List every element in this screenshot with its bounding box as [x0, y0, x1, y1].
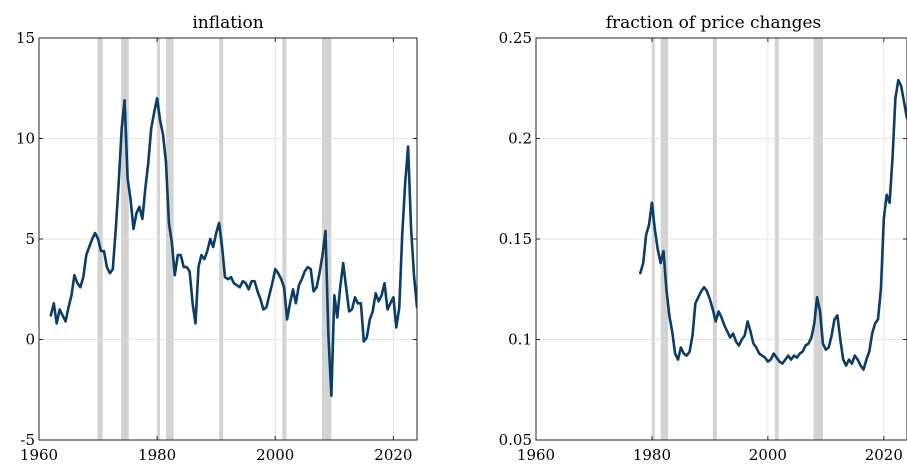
- y-tick-label: 0.25: [499, 29, 532, 47]
- gridlines: [38, 37, 417, 441]
- chart-title: inflation: [192, 13, 263, 33]
- tick-marks: [38, 37, 417, 441]
- y-tick-label: 10: [16, 130, 35, 148]
- inflation-panel: 1960 1980 2000 2020 -5 0 5 10 15 inflation: [16, 13, 418, 464]
- y-tick-label: 0.2: [508, 130, 532, 148]
- y-tick-label: 15: [16, 29, 35, 47]
- x-tick-label: 2020: [865, 446, 903, 464]
- tick-marks: [535, 37, 907, 441]
- y-tick-label: -5: [20, 431, 35, 449]
- series-line: [639, 78, 907, 371]
- series-line: [49, 97, 417, 398]
- x-tick-label: 2020: [374, 446, 412, 464]
- x-tick-label: 2000: [749, 446, 787, 464]
- y-tick-label: 0.15: [499, 230, 532, 248]
- gridlines: [535, 37, 907, 441]
- x-tick-label: 1960: [517, 446, 555, 464]
- y-tick-label: 0.05: [499, 431, 532, 449]
- x-tick-label: 1980: [633, 446, 671, 464]
- x-tick-label: 1960: [20, 446, 58, 464]
- y-tick-label: 0: [25, 331, 35, 349]
- y-tick-label: 5: [25, 230, 35, 248]
- x-tick-label: 2000: [256, 446, 294, 464]
- y-tick-label: 0.1: [508, 331, 532, 349]
- x-tick-label: 1980: [138, 446, 176, 464]
- price-changes-panel: 1960 1980 2000 2020 0.05 0.1 0.15 0.2 0.25 fracti…: [499, 13, 907, 464]
- chart-title: fraction of price changes: [606, 13, 822, 33]
